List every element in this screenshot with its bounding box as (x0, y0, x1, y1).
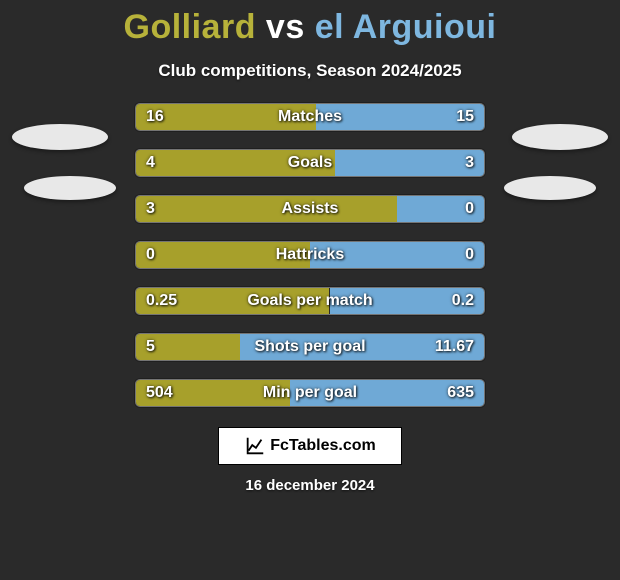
page-title: Golliard vs el Arguioui (0, 8, 620, 47)
stats-comparison-card: Golliard vs el Arguioui Club competition… (0, 0, 620, 580)
comparison-bars: 1615Matches 43Goals 30Assists 00Hattricks 0.… (135, 103, 485, 407)
generation-date: 16 december 2024 (0, 477, 620, 494)
player1-avatar-placeholder-bottom (24, 176, 116, 200)
stat-row: 511.67Shots per goal (135, 333, 485, 361)
chart-icon (244, 435, 266, 457)
stat-label: Goals per match (136, 288, 484, 314)
stat-label: Goals (136, 150, 484, 176)
fctables-logo[interactable]: FcTables.com (218, 427, 402, 465)
stat-row: 504635Min per goal (135, 379, 485, 407)
player2-avatar-placeholder-top (512, 124, 608, 150)
player1-name: Golliard (124, 8, 256, 46)
stat-label: Matches (136, 104, 484, 130)
stat-row: 0.250.2Goals per match (135, 287, 485, 315)
logo-text: FcTables.com (270, 437, 376, 455)
stat-row: 30Assists (135, 195, 485, 223)
title-vs: vs (256, 8, 315, 46)
stat-label: Min per goal (136, 380, 484, 406)
subtitle: Club competitions, Season 2024/2025 (0, 61, 620, 81)
player2-name: el Arguioui (315, 8, 497, 46)
stat-row: 00Hattricks (135, 241, 485, 269)
stat-label: Assists (136, 196, 484, 222)
player2-avatar-placeholder-bottom (504, 176, 596, 200)
stat-row: 43Goals (135, 149, 485, 177)
stat-row: 1615Matches (135, 103, 485, 131)
stat-label: Shots per goal (136, 334, 484, 360)
player1-avatar-placeholder-top (12, 124, 108, 150)
stat-label: Hattricks (136, 242, 484, 268)
